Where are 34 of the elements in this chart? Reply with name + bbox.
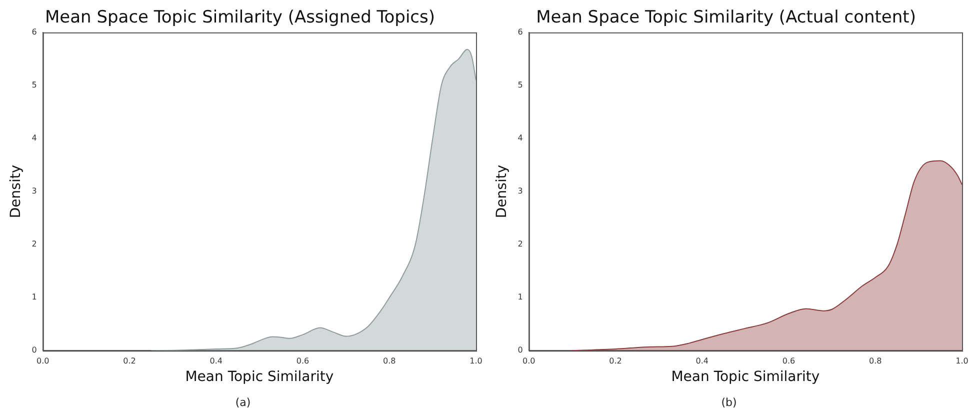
x-tick-label: 0.6 bbox=[782, 356, 796, 366]
y-tick-label: 1 bbox=[518, 292, 523, 302]
x-tick-label: 0.8 bbox=[383, 356, 396, 366]
x-tick-label: 0.8 bbox=[869, 356, 882, 366]
y-tick-label: 2 bbox=[32, 240, 37, 249]
x-tick-label: 0.2 bbox=[609, 356, 622, 366]
x-axis-title: Mean Topic Similarity bbox=[671, 369, 820, 386]
y-tick-label: 6 bbox=[518, 27, 523, 36]
x-tick-label: 0.0 bbox=[522, 356, 536, 366]
y-tick-label: 6 bbox=[32, 27, 37, 36]
chart-title: Mean Space Topic Similarity (Assigned Topics) bbox=[44, 8, 436, 28]
y-tick-label: 4 bbox=[518, 134, 523, 143]
y-tick-label: 0 bbox=[32, 346, 37, 355]
x-tick-label: 1.0 bbox=[956, 356, 968, 366]
x-tick-label: 1.0 bbox=[470, 356, 482, 366]
x-axis-title: Mean Topic Similarity bbox=[185, 369, 334, 386]
x-tick-label: 0.0 bbox=[36, 356, 50, 366]
chart-title: Mean Space Topic Similarity (Actual content) bbox=[536, 8, 916, 28]
x-tick-label: 0.4 bbox=[696, 356, 708, 366]
y-axis-title: Density bbox=[8, 164, 24, 218]
x-tick-label: 0.2 bbox=[123, 356, 136, 366]
text: (a) bbox=[234, 396, 252, 409]
y-tick-label: 5 bbox=[518, 80, 523, 90]
y-tick-label: 0 bbox=[518, 346, 523, 355]
y-tick-label: 3 bbox=[518, 186, 523, 196]
y-tick-label: 1 bbox=[32, 292, 37, 302]
x-tick-label: 0.6 bbox=[296, 356, 310, 366]
y-tick-label: 2 bbox=[518, 240, 523, 249]
y-axis-title: Density bbox=[494, 164, 510, 218]
y-tick-label: 3 bbox=[32, 186, 37, 196]
y-tick-label: 5 bbox=[32, 80, 37, 90]
x-tick-label: 0.4 bbox=[210, 356, 222, 366]
text: (b) bbox=[720, 396, 738, 409]
y-tick-label: 4 bbox=[32, 134, 37, 143]
